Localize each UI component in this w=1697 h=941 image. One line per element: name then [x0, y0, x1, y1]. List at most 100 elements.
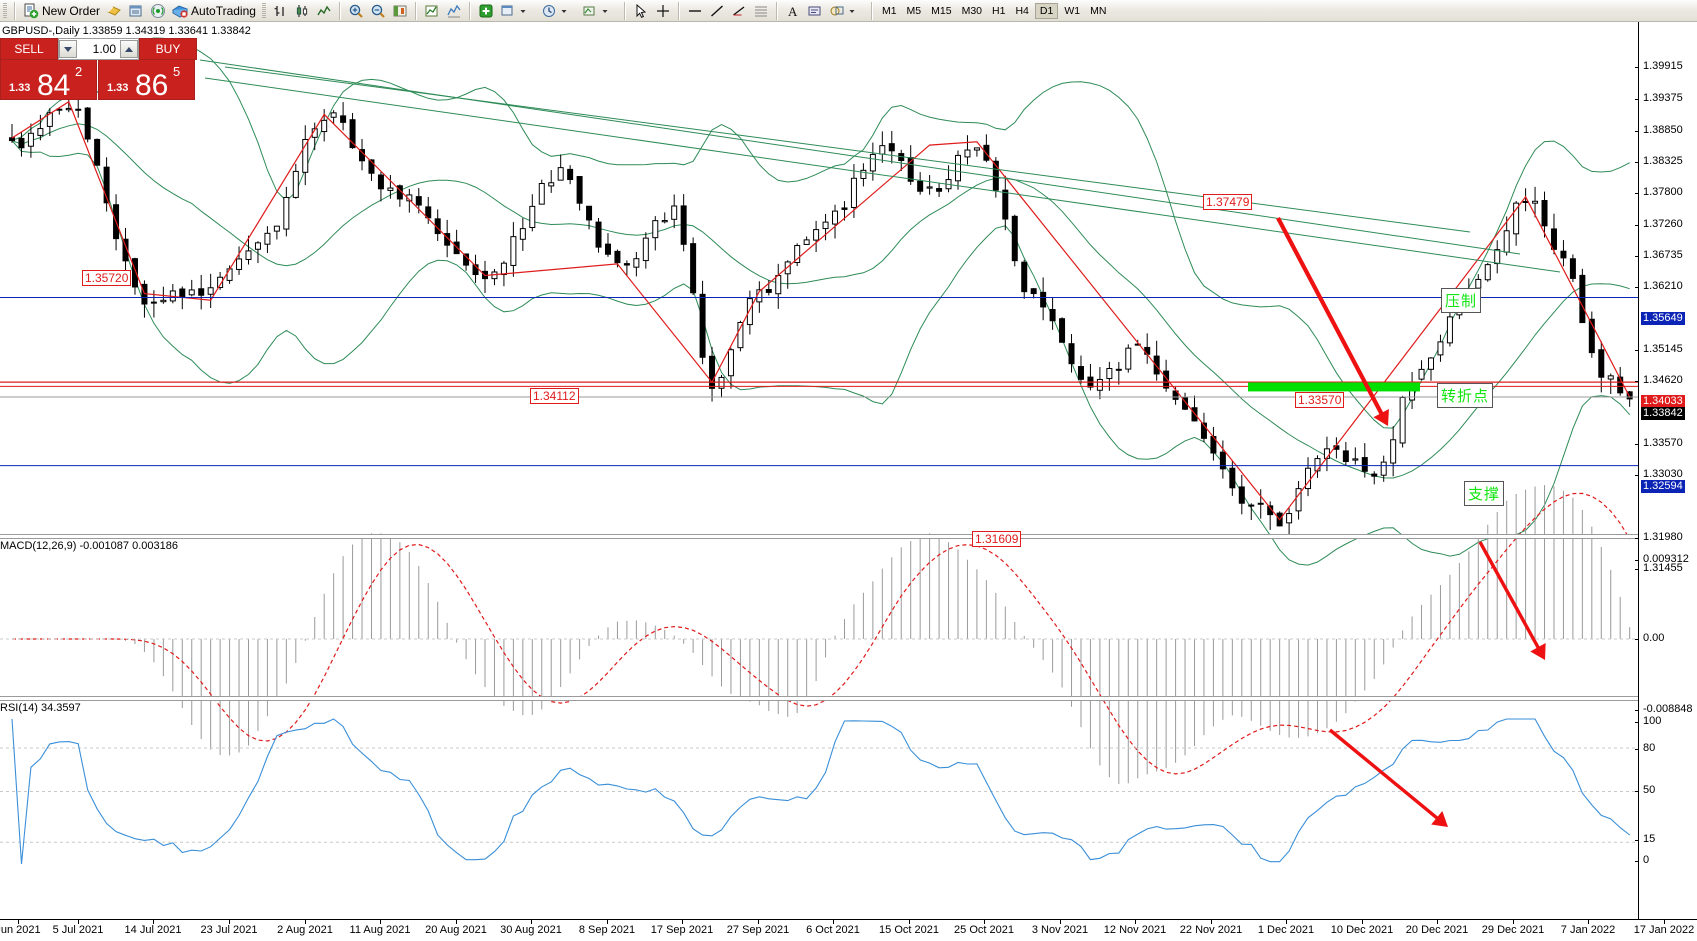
templates-button[interactable]	[497, 1, 538, 21]
chevron-down-icon-3[interactable]	[601, 3, 617, 19]
price-axis-highlight[interactable]: 1.33842	[1641, 407, 1685, 420]
date-axis-tick	[1135, 920, 1136, 924]
chevron-down-icon-4[interactable]	[848, 3, 864, 19]
down-arrow-macd-pane[interactable]	[1478, 541, 1546, 660]
macd-axis-label: -0.008848	[1643, 703, 1693, 715]
timeframe-m15[interactable]: M15	[931, 4, 952, 17]
timeframe-m30[interactable]: M30	[961, 4, 983, 17]
timeframe-h1[interactable]: H1	[992, 4, 1006, 17]
line-chart-icon	[316, 3, 332, 19]
price-axis-tick	[1635, 162, 1639, 163]
highlight-zone-rectangle[interactable]	[1248, 382, 1420, 392]
timeframe-h4[interactable]: H4	[1015, 4, 1029, 17]
shapes-button[interactable]	[826, 1, 867, 21]
chevron-down-icon-2[interactable]	[560, 3, 576, 19]
angle-line-button[interactable]	[728, 1, 750, 21]
line-chart-button[interactable]	[313, 1, 335, 21]
trendline-1[interactable]	[199, 59, 1521, 255]
chart-shift-button[interactable]	[389, 1, 411, 21]
objects-button[interactable]	[579, 1, 620, 21]
rsi-axis-label: 100	[1643, 715, 1662, 727]
toolbar-grip[interactable]	[3, 2, 7, 19]
toolbar-separator-6	[677, 1, 680, 20]
zoom-in-button[interactable]	[345, 1, 367, 21]
candlestick-chart-button[interactable]	[291, 1, 313, 21]
label-support-cn[interactable]: 支撑	[1464, 481, 1505, 506]
data-window-button[interactable]	[125, 1, 147, 21]
buy-button[interactable]: BUY	[139, 38, 197, 60]
annotation-swing-5[interactable]: 1.33570	[1295, 392, 1345, 408]
pane-separator-rsi[interactable]	[0, 696, 1697, 701]
price-axis[interactable]: 1.39915 1.39375 1.38850 1.38325 1.37800 1.372…	[1635, 22, 1697, 919]
label-turning-point-cn[interactable]: 转折点	[1437, 383, 1494, 408]
date-axis-tick	[18, 920, 19, 924]
expert-advisor-button[interactable]	[103, 1, 125, 21]
down-arrow-rsi-pane[interactable]	[1328, 728, 1448, 827]
date-axis-label: 20 Aug 2021	[425, 924, 487, 936]
bollinger-band-lower	[11, 140, 1631, 566]
label-resistance-cn[interactable]: 压制	[1441, 288, 1482, 313]
one-click-trading-panel[interactable]: SELL 1.00 BUY 1.33 84 2 1.33 86 5	[0, 38, 197, 102]
trendline-2[interactable]	[204, 77, 1561, 273]
volume-input[interactable]: 1.00	[58, 38, 139, 60]
price-axis-highlight[interactable]: 1.35649	[1641, 312, 1685, 325]
timeframe-w1[interactable]: W1	[1064, 4, 1081, 17]
fibonacci-button[interactable]	[750, 1, 772, 21]
volume-decrement-button[interactable]	[59, 40, 77, 58]
down-arrow-price-pane[interactable]	[1276, 217, 1389, 426]
chart-plot-area[interactable]	[0, 22, 1638, 919]
signals-button[interactable]	[147, 1, 169, 21]
sell-button[interactable]: SELL	[0, 38, 58, 60]
pane-separator-macd[interactable]	[0, 534, 1697, 539]
price-axis-label: 1.38325	[1643, 155, 1683, 167]
period-icon	[541, 3, 557, 19]
zoom-out-button[interactable]	[367, 1, 389, 21]
annotation-swing-3[interactable]: 1.31609	[972, 531, 1022, 547]
timeframe-m5[interactable]: M5	[906, 4, 922, 17]
date-axis-label: 11 Aug 2021	[349, 924, 411, 936]
chart-window[interactable]: GBPUSD-,Daily 1.33859 1.34319 1.33641 1.…	[0, 22, 1697, 941]
data-window-icon	[128, 3, 144, 19]
text-button[interactable]: A	[782, 1, 804, 21]
label-button[interactable]	[804, 1, 826, 21]
indicators-button[interactable]	[443, 1, 465, 21]
cursor-icon	[633, 3, 649, 19]
bar-chart-button[interactable]	[269, 1, 291, 21]
price-axis-label: 1.37800	[1643, 186, 1683, 198]
rsi-pane-label: RSI(14) 34.3597	[0, 702, 81, 714]
timeframe-d1[interactable]: D1	[1034, 2, 1059, 19]
toolbar-grip-2[interactable]	[261, 2, 266, 19]
rsi-axis-tick	[1635, 749, 1639, 750]
date-axis-label: 17 Jan 2022	[1633, 924, 1695, 936]
new-order-button[interactable]: New Order	[20, 1, 103, 21]
autotrading-button[interactable]: AutoTrading	[169, 1, 259, 21]
timeframe-mn[interactable]: MN	[1090, 4, 1107, 17]
rsi-axis-label: 80	[1643, 742, 1656, 754]
price-axis-highlight[interactable]: 1.32594	[1641, 480, 1685, 493]
cursor-button[interactable]	[630, 1, 652, 21]
chevron-down-icon[interactable]	[519, 3, 535, 19]
annotation-swing-1[interactable]: 1.35720	[82, 270, 132, 286]
volume-value[interactable]: 1.00	[92, 42, 116, 56]
volume-increment-button[interactable]	[120, 40, 138, 58]
timeframe-m1[interactable]: M1	[881, 4, 897, 17]
date-axis-tick	[1437, 920, 1438, 924]
sell-price-big: 84	[37, 69, 71, 102]
date-axis[interactable]: Jun 2021 5 Jul 2021 14 Jul 2021 23 Jul 2021…	[0, 919, 1697, 941]
autotrading-label: AutoTrading	[191, 3, 256, 18]
trendline-3[interactable]	[224, 66, 1471, 233]
annotation-swing-2[interactable]: 1.34112	[530, 388, 579, 404]
auto-scroll-button[interactable]	[421, 1, 443, 21]
trendline-button[interactable]	[706, 1, 728, 21]
sell-price-display[interactable]: 1.33 84 2	[0, 60, 97, 102]
price-axis-label: 1.39915	[1643, 60, 1683, 72]
period-button[interactable]	[538, 1, 579, 21]
annotation-swing-4[interactable]: 1.37479	[1203, 194, 1253, 210]
price-axis-label: 1.36210	[1643, 280, 1683, 292]
crosshair-button[interactable]	[652, 1, 674, 21]
buy-price-display[interactable]: 1.33 86 5	[98, 60, 195, 101]
price-axis-highlight[interactable]: 1.34033	[1641, 395, 1685, 408]
price-axis-label: 1.31455	[1643, 562, 1683, 574]
add-indicator-button[interactable]	[475, 1, 497, 21]
horizontal-line-button[interactable]	[684, 1, 706, 21]
